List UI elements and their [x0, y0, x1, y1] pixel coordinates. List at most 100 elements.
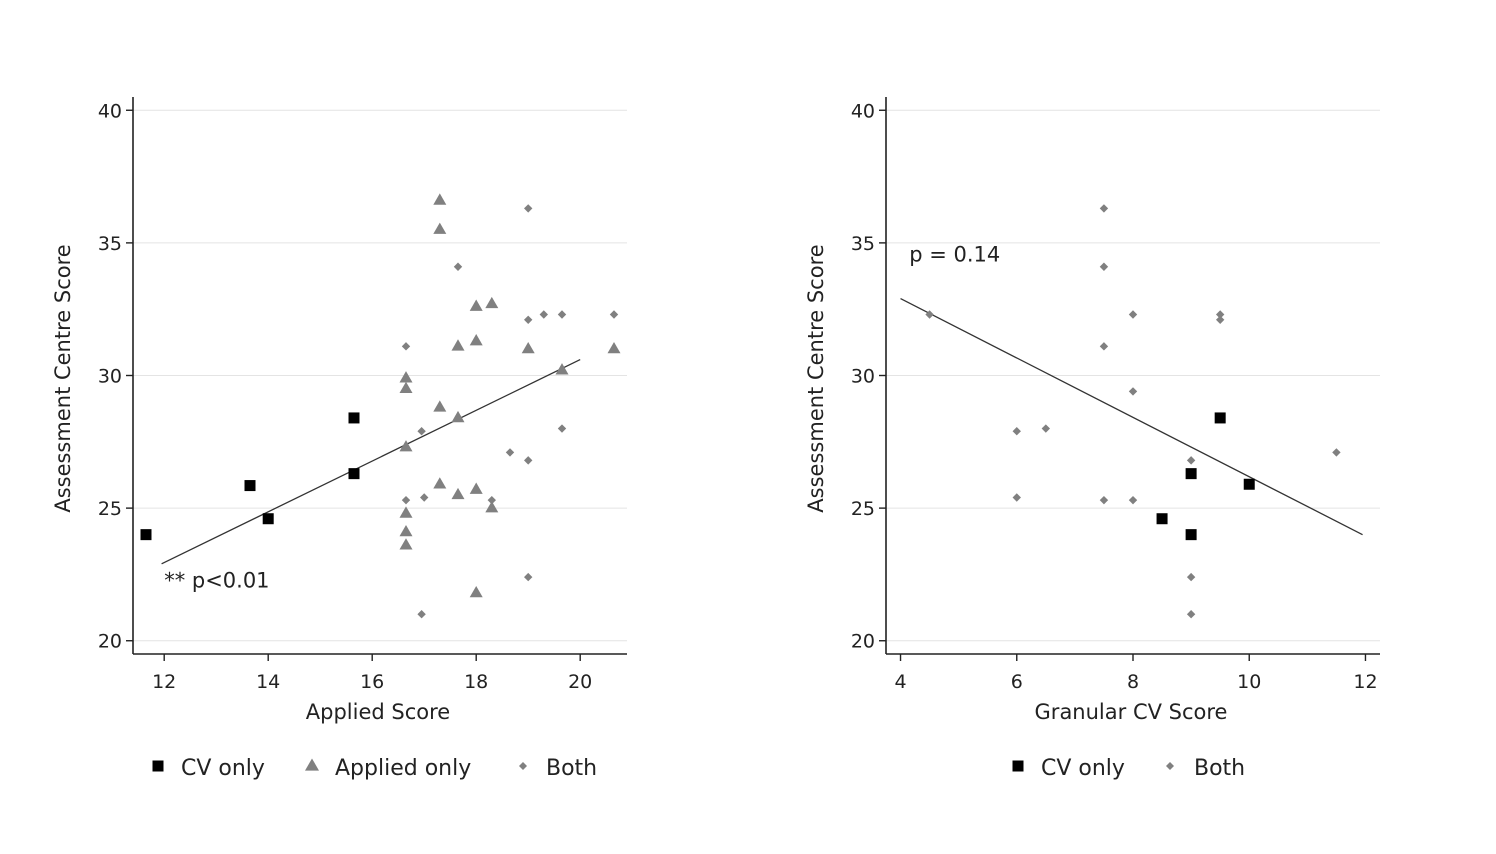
data-point-cv-only	[1185, 468, 1197, 480]
y-tick-label: 20	[98, 631, 122, 653]
data-point-applied-only	[399, 371, 413, 383]
data-point-both	[1012, 493, 1021, 502]
data-point-both	[420, 493, 429, 502]
data-point-cv-only	[348, 412, 360, 424]
x-tick-label: 20	[568, 671, 592, 693]
legend-label: Both	[546, 756, 597, 781]
data-point-cv-only	[262, 513, 274, 525]
data-point-cv-only	[1243, 478, 1255, 490]
data-point-applied-only	[469, 299, 483, 311]
trend-line	[161, 359, 581, 565]
data-point-applied-only	[433, 400, 447, 412]
data-point-applied-only	[485, 501, 499, 513]
data-point-applied-only	[433, 222, 447, 234]
data-point-applied-only	[451, 339, 465, 351]
y-tick-label: 30	[851, 366, 875, 388]
x-tick-label: 10	[1237, 671, 1261, 693]
data-point-both	[401, 342, 411, 351]
data-point-both	[1128, 387, 1138, 396]
data-point-cv-only	[1185, 529, 1197, 541]
data-point-cv-only	[1156, 513, 1168, 525]
y-tick-label: 25	[851, 498, 875, 520]
y-tick-label: 35	[98, 233, 122, 255]
x-tick-label: 4	[894, 671, 906, 693]
data-point-both	[487, 495, 496, 505]
legend-label: CV only	[181, 756, 265, 781]
data-point-both	[524, 456, 533, 465]
data-point-both	[524, 204, 533, 213]
scatter-chart-granular-cv-score: 20 25 30 35 40 4 6 8 10 12 Granular CV Score Assess…	[804, 97, 1380, 781]
legend-item-both: Both	[519, 756, 597, 781]
y-tick-label: 40	[98, 100, 122, 122]
data-point-both	[557, 424, 567, 433]
data-point-applied-only	[521, 341, 535, 354]
data-point-both	[539, 310, 548, 319]
data-point-both	[557, 310, 567, 319]
data-point-both	[1012, 427, 1021, 436]
legend-marker-cv-only	[152, 760, 164, 772]
x-tick-label: 8	[1127, 671, 1139, 693]
y-axis-label: Assessment Centre Score	[51, 244, 75, 512]
data-point-applied-only	[433, 477, 447, 489]
x-tick-label: 12	[1353, 671, 1377, 693]
legend-item-cv-only: CV only	[152, 756, 265, 781]
data-point-applied-only	[451, 487, 465, 500]
data-point-applied-only	[399, 506, 413, 518]
x-tick-label: 6	[1011, 671, 1023, 693]
legend-marker-cv-only	[1012, 760, 1024, 772]
data-point-both	[1215, 310, 1225, 319]
data-point-both	[1186, 572, 1196, 582]
data-point-applied-only	[433, 193, 447, 205]
data-point-both	[524, 572, 533, 582]
data-point-both	[1128, 310, 1138, 319]
legend-label: Both	[1194, 756, 1245, 781]
y-tick-label: 25	[98, 498, 122, 520]
data-point-applied-only	[485, 296, 499, 309]
x-tick-label: 12	[152, 671, 176, 693]
legend-marker-both	[1166, 762, 1174, 770]
data-point-applied-only	[469, 585, 483, 598]
data-point-cv-only	[1214, 412, 1226, 424]
data-point-both	[1332, 448, 1341, 457]
data-point-both	[524, 315, 533, 324]
significance-annotation: p = 0.14	[909, 242, 1000, 266]
data-point-both	[1186, 456, 1196, 465]
scatter-chart-applied-score: 20 25 30 35 40 12 14 16 18 20 Applied Score Assessm…	[51, 97, 627, 781]
data-point-both	[401, 495, 411, 505]
trend-line	[900, 298, 1363, 536]
legend-item-applied-only: Applied only	[305, 756, 471, 781]
data-point-both	[505, 448, 515, 457]
data-point-applied-only	[399, 524, 413, 537]
x-axis-label: Applied Score	[306, 700, 450, 724]
data-point-both	[417, 427, 426, 436]
data-point-applied-only	[469, 334, 483, 346]
data-point-both	[609, 310, 619, 319]
x-tick-label: 14	[256, 671, 280, 693]
legend-item-both: Both	[1166, 756, 1245, 781]
data-point-applied-only	[555, 363, 569, 375]
data-point-both	[417, 610, 426, 619]
legend-marker-both	[519, 762, 527, 770]
data-point-applied-only	[469, 482, 483, 494]
significance-annotation: ** p<0.01	[164, 569, 269, 593]
data-point-applied-only	[399, 440, 413, 452]
data-point-applied-only	[607, 341, 621, 354]
data-point-both	[1099, 342, 1109, 351]
legend-marker-applied-only	[305, 758, 319, 771]
data-point-cv-only	[244, 480, 256, 492]
data-point-both	[925, 310, 934, 319]
y-tick-label: 20	[851, 631, 875, 653]
data-point-both	[1099, 204, 1109, 213]
y-tick-label: 40	[851, 100, 875, 122]
legend-label: Applied only	[335, 756, 471, 781]
data-point-applied-only	[399, 381, 413, 394]
data-point-cv-only	[348, 468, 360, 480]
data-point-both	[1099, 262, 1109, 271]
legend-label: CV only	[1041, 756, 1125, 781]
y-tick-label: 35	[851, 233, 875, 255]
data-point-both	[1099, 495, 1109, 505]
data-point-applied-only	[399, 538, 413, 550]
data-point-both	[1128, 495, 1138, 505]
data-point-applied-only	[451, 410, 465, 423]
